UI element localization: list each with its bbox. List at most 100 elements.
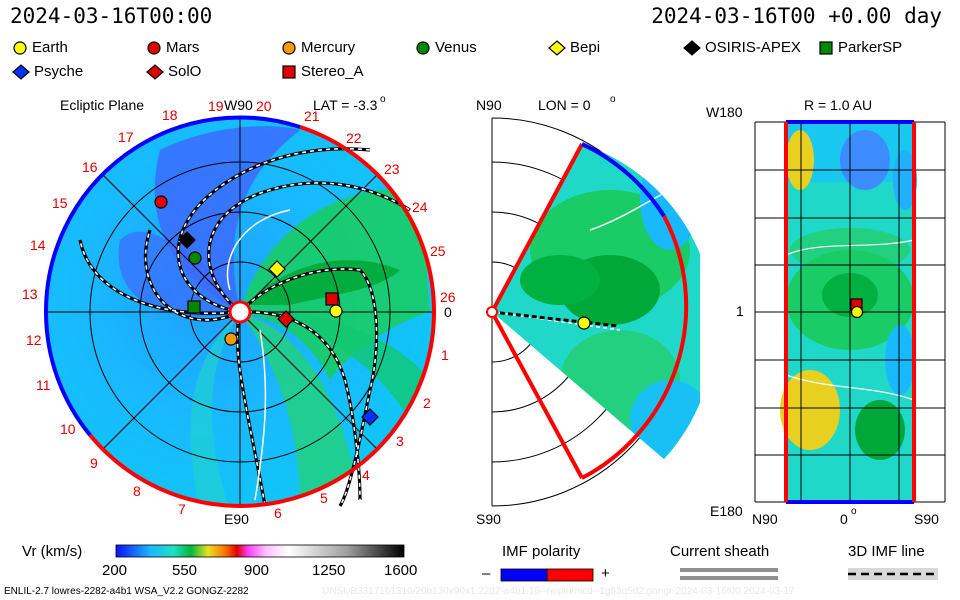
day-label: 23	[384, 161, 400, 177]
day-label: 1	[441, 347, 449, 363]
ecliptic-boundary-negative	[43, 115, 301, 313]
colorbar-tick: 1600	[384, 562, 418, 579]
carrington-day-labels: 1 2 3 4 5 6 7 8 9 10 11 12 13 14 15 16 1…	[22, 98, 456, 521]
imf-line-swatch	[848, 568, 938, 580]
latlon-top-label: W180	[706, 104, 743, 120]
footer-run-info: ENLIL-2.7 lowres-2282-a4b1 WSA_V2.2 GONG…	[4, 586, 249, 597]
solo-marker-icon	[277, 310, 295, 328]
colorbar-tick: 900	[244, 562, 270, 579]
stereo-a-marker-icon	[282, 64, 296, 79]
psyche-marker-icon	[361, 408, 379, 426]
day-label: 14	[30, 237, 46, 253]
day-label: 9	[90, 455, 98, 471]
meridional-rim-positive	[581, 215, 689, 480]
parkersp-marker-icon	[819, 40, 833, 55]
earth-marker-icon	[329, 304, 343, 318]
meridional-rim-negative	[581, 142, 666, 218]
latlon-x-left: N90	[752, 511, 778, 527]
current-sheath-title: Current sheath	[670, 543, 770, 560]
legend-label: ParkerSP	[838, 39, 903, 56]
sun-icon	[228, 300, 252, 324]
day-label: 8	[133, 483, 141, 499]
legend-label: OSIRIS-APEX	[705, 39, 801, 56]
current-sheath-swatch	[680, 568, 778, 580]
legend-item-bepi: Bepi	[548, 39, 600, 56]
ecliptic-plane-panel: Ecliptic Plane LAT = -3.3 o W90 E90 0	[22, 94, 456, 527]
imf-line-title: 3D IMF line	[848, 543, 925, 560]
ecliptic-zero-label: 0	[444, 304, 452, 320]
ecliptic-title: Ecliptic Plane	[60, 97, 144, 113]
colorbar-tick: 200	[102, 562, 128, 579]
legend-label: SolO	[168, 63, 202, 80]
imf-polarity-bar	[500, 568, 594, 582]
day-label: 13	[22, 286, 38, 302]
velocity-colorbar	[115, 544, 405, 558]
imf-plus: +	[601, 565, 610, 582]
legend-item-earth: Earth	[12, 39, 68, 56]
latlon-title: R = 1.0 AU	[804, 97, 872, 113]
psyche-marker-icon	[12, 63, 30, 80]
osiris-apex-marker-icon	[178, 231, 196, 249]
ecliptic-top-label: W90	[224, 97, 253, 113]
day-label: 11	[36, 377, 51, 393]
meridional-panel: N90 LON = 0 o S90 0	[476, 94, 700, 527]
legend-item-osiris-apex: OSIRIS-APEX	[683, 39, 801, 56]
day-label: 25	[430, 243, 446, 259]
day-label: 10	[60, 421, 76, 437]
meridional-top-label: N90	[476, 97, 502, 113]
legend-item-stereo-a: Stereo_A	[281, 63, 364, 80]
day-label: 3	[396, 433, 404, 449]
day-label: 26	[440, 289, 456, 305]
day-label: 21	[304, 108, 320, 124]
header-datetime: 2024-03-16T00:00	[10, 4, 213, 28]
earth-marker-icon	[577, 316, 591, 330]
legend-item-mars: Mars	[146, 39, 199, 56]
sun-icon	[486, 306, 498, 318]
legend-label: Psyche	[34, 63, 84, 80]
legend-label: Stereo_A	[301, 63, 364, 80]
parkersp-marker-icon	[187, 300, 201, 314]
day-label: 6	[274, 505, 282, 521]
bepi-marker-icon	[548, 39, 566, 56]
meridional-edge-south	[490, 311, 584, 479]
ecliptic-current-sheath	[226, 209, 291, 291]
colorbar-tick: 1250	[312, 562, 346, 579]
legend-item-mercury: Mercury	[281, 39, 355, 56]
legend-item-venus: Venus	[415, 39, 477, 56]
imf-polarity-title: IMF polarity	[502, 543, 581, 560]
mercury-marker-icon	[224, 332, 238, 346]
legend-item-psyche: Psyche	[12, 63, 83, 80]
ecliptic-lat-degree: o	[380, 94, 386, 105]
latlon-mid-label: 1	[736, 303, 744, 319]
meridional-edge-north	[490, 143, 584, 313]
footer-run-id: UNSUB3317161310/20b130x90x1.2282-a4b1.16…	[322, 586, 795, 597]
ecliptic-boundary-positive	[88, 125, 437, 508]
latlon-x-mid: 0	[840, 511, 848, 527]
ecliptic-boundary-negative-2	[44, 311, 92, 437]
latlon-x-right: S90	[914, 511, 939, 527]
header-forecast: 2024-03-16T00 +0.00 day	[651, 4, 942, 28]
day-label: 20	[256, 98, 272, 114]
day-label: 5	[320, 490, 328, 506]
day-label: 22	[346, 130, 362, 146]
day-label: 7	[178, 501, 186, 517]
latlon-bottom-label: E180	[710, 503, 743, 519]
colorbar-title: Vr (km/s)	[22, 543, 83, 560]
legend-label: Mars	[166, 39, 200, 56]
meridional-bottom-label: S90	[476, 511, 501, 527]
day-label: 12	[26, 332, 42, 348]
meridional-velocity-map	[492, 144, 700, 459]
solo-marker-icon	[146, 63, 164, 80]
venus-marker-icon	[416, 40, 430, 55]
day-label: 18	[162, 107, 178, 123]
day-label: 16	[82, 159, 98, 175]
venus-marker-icon	[188, 251, 202, 265]
imf-minus: –	[482, 565, 491, 582]
ecliptic-current-sheath-2	[254, 329, 267, 501]
latlon-panel: R = 1.0 AU W180 1 E180 N90 0 o S90	[706, 97, 946, 527]
meridional-lon: LON = 0	[538, 97, 591, 113]
meridional-lon-degree: o	[610, 94, 616, 105]
stereo-a-marker-icon	[325, 292, 339, 306]
ecliptic-bottom-label: E90	[224, 511, 249, 527]
legend-item-parkersp: ParkerSP	[818, 39, 902, 56]
